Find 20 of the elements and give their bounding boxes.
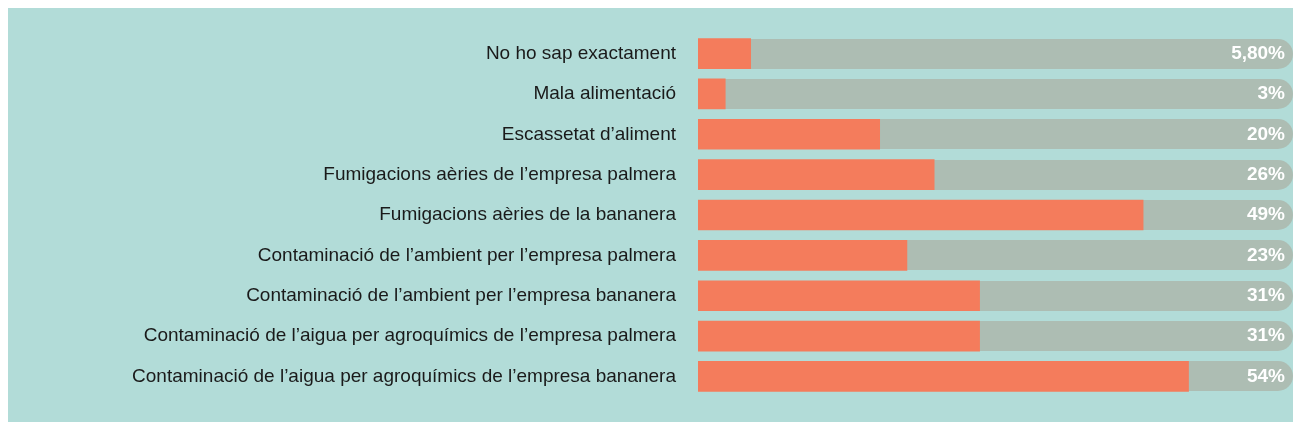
data-label: 20%: [1246, 122, 1286, 144]
data-label: 5,80%: [1231, 41, 1286, 63]
data-label: 49%: [1246, 203, 1286, 225]
data-label: 54%: [1246, 364, 1286, 386]
y-tick-label: Contaminació de l’aigua per agroquímics de l’empresa bananera: [132, 364, 677, 386]
data-label: 3%: [1257, 82, 1286, 104]
bar: [698, 78, 726, 110]
y-tick-label: Contaminació de l’aigua per agroquímics de l’empresa palmera: [143, 324, 677, 346]
bar: [698, 38, 752, 69]
y-tick-label: Escassetat d’aliment: [501, 122, 677, 144]
y-tick-label: Mala alimentació: [533, 82, 676, 104]
data-label: 31%: [1246, 324, 1286, 346]
data-label: 31%: [1246, 283, 1286, 305]
y-tick-label: No ho sap exactament: [485, 41, 677, 63]
data-label: 23%: [1246, 243, 1286, 265]
y-tick-label: Contaminació de l’ambient per l’empresa bananera: [246, 283, 677, 305]
data-label: 26%: [1246, 162, 1286, 184]
y-tick-label: Fumigacions aèries de l’empresa palmera: [323, 162, 677, 184]
y-tick-label: Fumigacions aèries de la bananera: [379, 203, 677, 225]
y-tick-label: Contaminació de l’ambient per l’empresa palmera: [257, 243, 677, 265]
